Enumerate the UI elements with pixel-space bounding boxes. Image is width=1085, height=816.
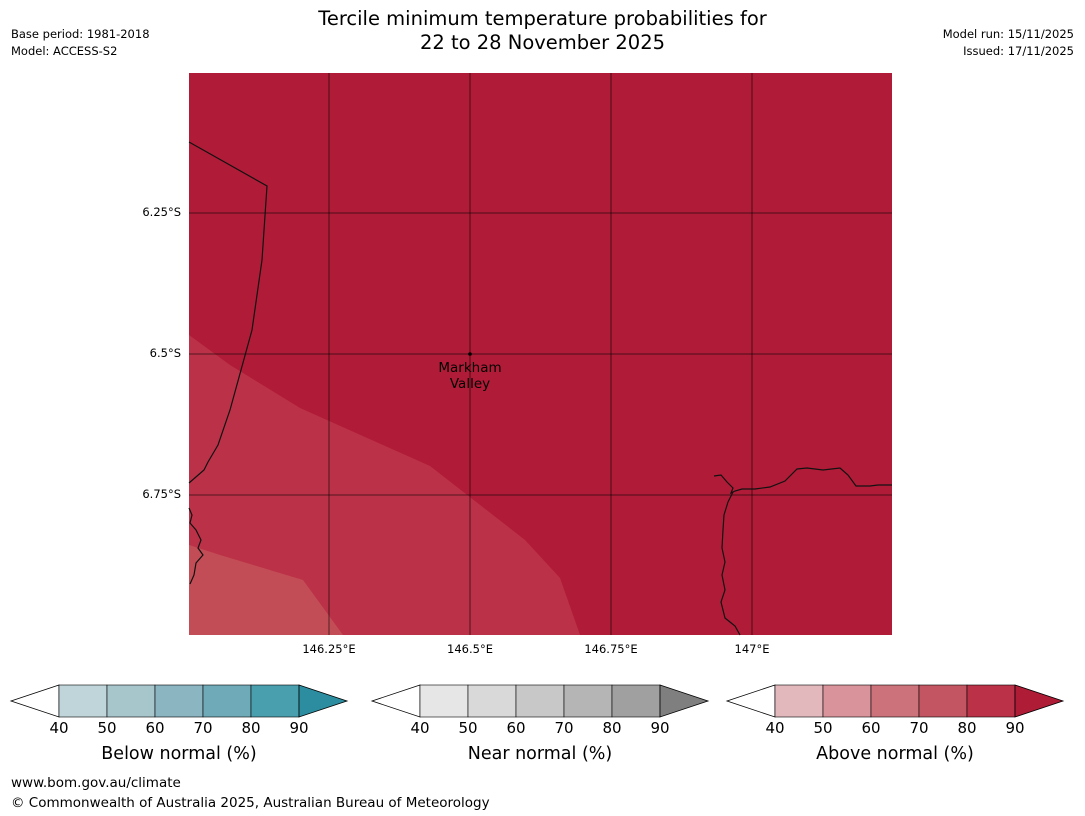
map-title: Tercile minimum temperature probabilitie… [0,7,1085,55]
colorbar-near-tick-80: 80 [602,719,622,737]
model-name: Model: ACCESS-S2 [11,44,118,58]
colorbar-above-swatch-40 [774,684,824,718]
map-boundaries [188,141,892,636]
colorbar-below-label: Below normal (%) [101,744,257,764]
model-run: Model run: 15/11/2025 [942,27,1074,41]
lat-label-650: 6.5°S [149,346,181,360]
meta-right: Model run: 15/11/2025 Issued: 17/11/2025 [943,26,1074,60]
colorbar-above-swatch-80 [966,684,1016,718]
colorbar-near-swatch-60 [515,684,565,718]
colorbar-above-normal [725,684,1065,718]
colorbar-above-max-extension [1014,684,1065,718]
colorbar-below-tick-90: 90 [289,719,309,737]
footer-url[interactable]: www.bom.gov.au/climate [11,775,181,791]
colorbar-near-swatch-80 [611,684,661,718]
title-line-2: 22 to 28 November 2025 [419,31,666,54]
colorbar-near-tick-50: 50 [458,719,478,737]
colorbar-near-swatch-70 [563,684,613,718]
colorbar-below-tick-40: 40 [49,719,69,737]
place-label-line-1: Markham [438,360,502,376]
colorbar-near-tick-40: 40 [410,719,430,737]
colorbar-near-tick-70: 70 [554,719,574,737]
colorbar-below-min-extension [9,684,60,718]
lat-label-625: 6.25°S [142,205,181,219]
colorbar-near-swatch-40 [419,684,469,718]
colorbar-below-tick-70: 70 [193,719,213,737]
place-label-markham-valley: Markham Valley [420,360,520,392]
colorbar-above-tick-50: 50 [813,719,833,737]
coastline-west [188,507,204,585]
lon-label-14675: 146.75°E [584,642,638,656]
lon-label-1465: 146.5°E [447,642,493,656]
colorbar-below-swatch-60 [154,684,204,718]
markham-valley-marker [468,352,472,356]
colorbar-above-swatch-60 [870,684,920,718]
lon-label-147: 147°E [734,642,770,656]
map-region-above-80 [189,335,580,635]
issued-date: Issued: 17/11/2025 [963,44,1074,58]
lon-label-14625: 146.25°E [302,642,356,656]
colorbar-below-tick-60: 60 [145,719,165,737]
map-panel [188,73,892,636]
place-label-line-2: Valley [449,376,491,392]
colorbar-below-max-extension [298,684,349,718]
colorbar-below-swatch-50 [106,684,156,718]
colorbar-near-normal [370,684,710,718]
colorbar-below-swatch-70 [202,684,252,718]
colorbar-above-tick-40: 40 [765,719,785,737]
colorbar-above-tick-80: 80 [957,719,977,737]
colorbar-above-min-extension [725,684,776,718]
colorbar-above-tick-90: 90 [1005,719,1025,737]
lat-label-675: 6.75°S [142,487,181,501]
coastline-east [713,467,892,495]
colorbar-near-max-extension [659,684,710,718]
colorbar-above-tick-70: 70 [909,719,929,737]
footer-copyright: © Commonwealth of Australia 2025, Austra… [11,795,490,811]
colorbar-above-label: Above normal (%) [816,744,974,764]
map-region-above-70 [189,545,343,635]
colorbar-near-min-extension [370,684,421,718]
colorbar-near-label: Near normal (%) [467,744,613,764]
state-border-line [188,141,268,484]
river-line [720,491,741,636]
colorbar-below-swatch-80 [250,684,300,718]
meta-left: Base period: 1981-2018 Model: ACCESS-S2 [11,26,150,60]
colorbar-below-tick-50: 50 [97,719,117,737]
colorbar-above-swatch-70 [918,684,968,718]
colorbar-above-tick-60: 60 [861,719,881,737]
base-period: Base period: 1981-2018 [11,27,150,41]
colorbar-below-normal [9,684,349,718]
colorbar-near-tick-60: 60 [506,719,526,737]
title-line-1: Tercile minimum temperature probabilitie… [318,7,767,30]
colorbar-below-tick-80: 80 [241,719,261,737]
colorbar-near-tick-90: 90 [650,719,670,737]
colorbar-above-swatch-50 [822,684,872,718]
colorbar-near-swatch-50 [467,684,517,718]
colorbar-below-swatch-40 [58,684,108,718]
